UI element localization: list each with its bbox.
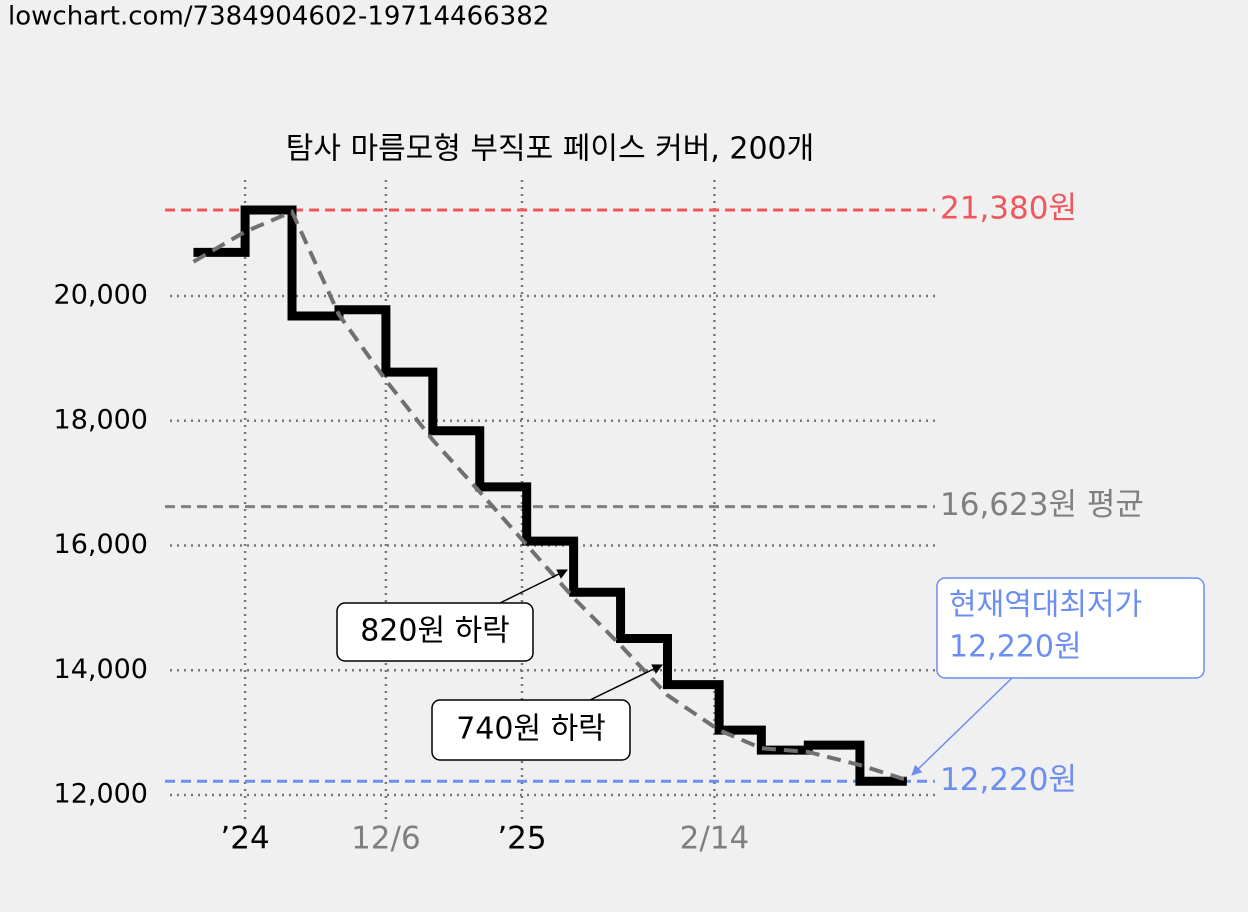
y-tick-label: 12,000 [54, 779, 148, 810]
reference-label: 16,623원 평균 [940, 487, 1144, 523]
price-line [193, 205, 907, 786]
annotation-text: 12,220원 [949, 630, 1082, 665]
x-tick-label: 12/6 [351, 821, 421, 857]
y-tick-label: 16,000 [54, 529, 148, 560]
annotation-box [431, 699, 631, 761]
annotation-box [936, 577, 1205, 679]
annotation-arrow [589, 664, 663, 701]
annotation-arrow [911, 677, 1013, 776]
reference-label: 12,220원 [940, 762, 1077, 798]
annotation-arrow [499, 569, 568, 604]
annotation-text: 현재역대최저가 [949, 588, 1142, 623]
reference-label: 21,380원 [940, 190, 1077, 226]
y-tick-label: 18,000 [54, 404, 148, 435]
x-tick-label: ’25 [497, 821, 546, 857]
trend-line [192, 209, 908, 782]
annotation-box [336, 602, 534, 662]
chart-title: 탐사 마름모형 부직포 페이스 커버, 200개 [286, 132, 814, 167]
url: lowchart.com/7384904602-19714466382 [8, 2, 549, 32]
annotation-text: 820원 하락 [360, 614, 510, 649]
x-tick-label: ’24 [220, 821, 269, 857]
x-tick-label: 2/14 [680, 821, 750, 857]
y-tick-label: 20,000 [54, 280, 148, 311]
annotation-text: 740원 하락 [456, 712, 606, 747]
y-tick-label: 14,000 [54, 654, 148, 685]
